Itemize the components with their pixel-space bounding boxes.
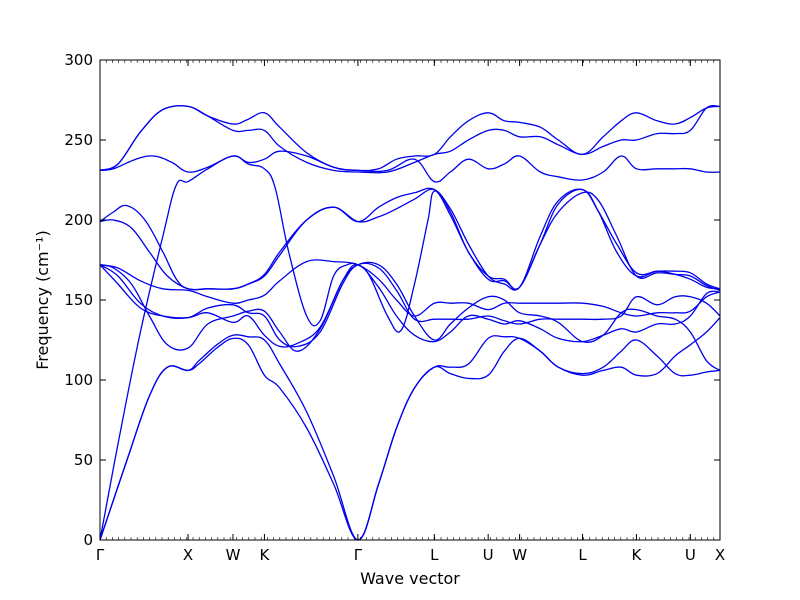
band-line-11 [99,262,721,348]
x-tick-label: K [632,546,643,564]
x-tick-label: K [260,546,271,564]
band-line-7 [99,188,721,291]
y-axis-label: Frequency (cm⁻¹) [33,230,52,369]
x-tick-label: W [512,546,527,564]
x-tick-label: Γ [354,546,363,564]
band-line-4 [99,150,721,183]
band-line-5 [99,105,721,172]
x-tick-label: L [578,546,587,564]
band-line-8 [99,187,721,292]
plot-area-frame [99,59,721,541]
x-tick-label: W [226,546,241,564]
y-axis-ticks: 0 50 100 150 200 250 300 [64,51,720,549]
x-tick-label: X [183,546,193,564]
band-line-10 [99,259,721,317]
y-tick-label: 300 [64,51,93,69]
y-tick-label: 150 [64,291,93,309]
x-tick-label: U [685,546,696,564]
x-tick-label: L [430,546,439,564]
y-tick-label: 250 [64,131,93,149]
band-line-12 [99,261,721,371]
band-line-6 [99,105,721,174]
y-tick-label: 50 [74,451,93,469]
x-tick-label: U [483,546,494,564]
band-line-1 [99,317,721,541]
y-tick-label: 100 [64,371,93,389]
x-tick-label: X [715,546,725,564]
band-line-2 [99,334,721,541]
x-tick-label: Γ [96,546,105,564]
y-tick-label: 200 [64,211,93,229]
x-axis-label: Wave vector [360,569,460,588]
band-line-3 [99,155,721,541]
band-line-9 [99,264,721,352]
band-lines [99,105,721,541]
minor-ticks [105,60,715,540]
y-tick-label: 0 [83,531,93,549]
